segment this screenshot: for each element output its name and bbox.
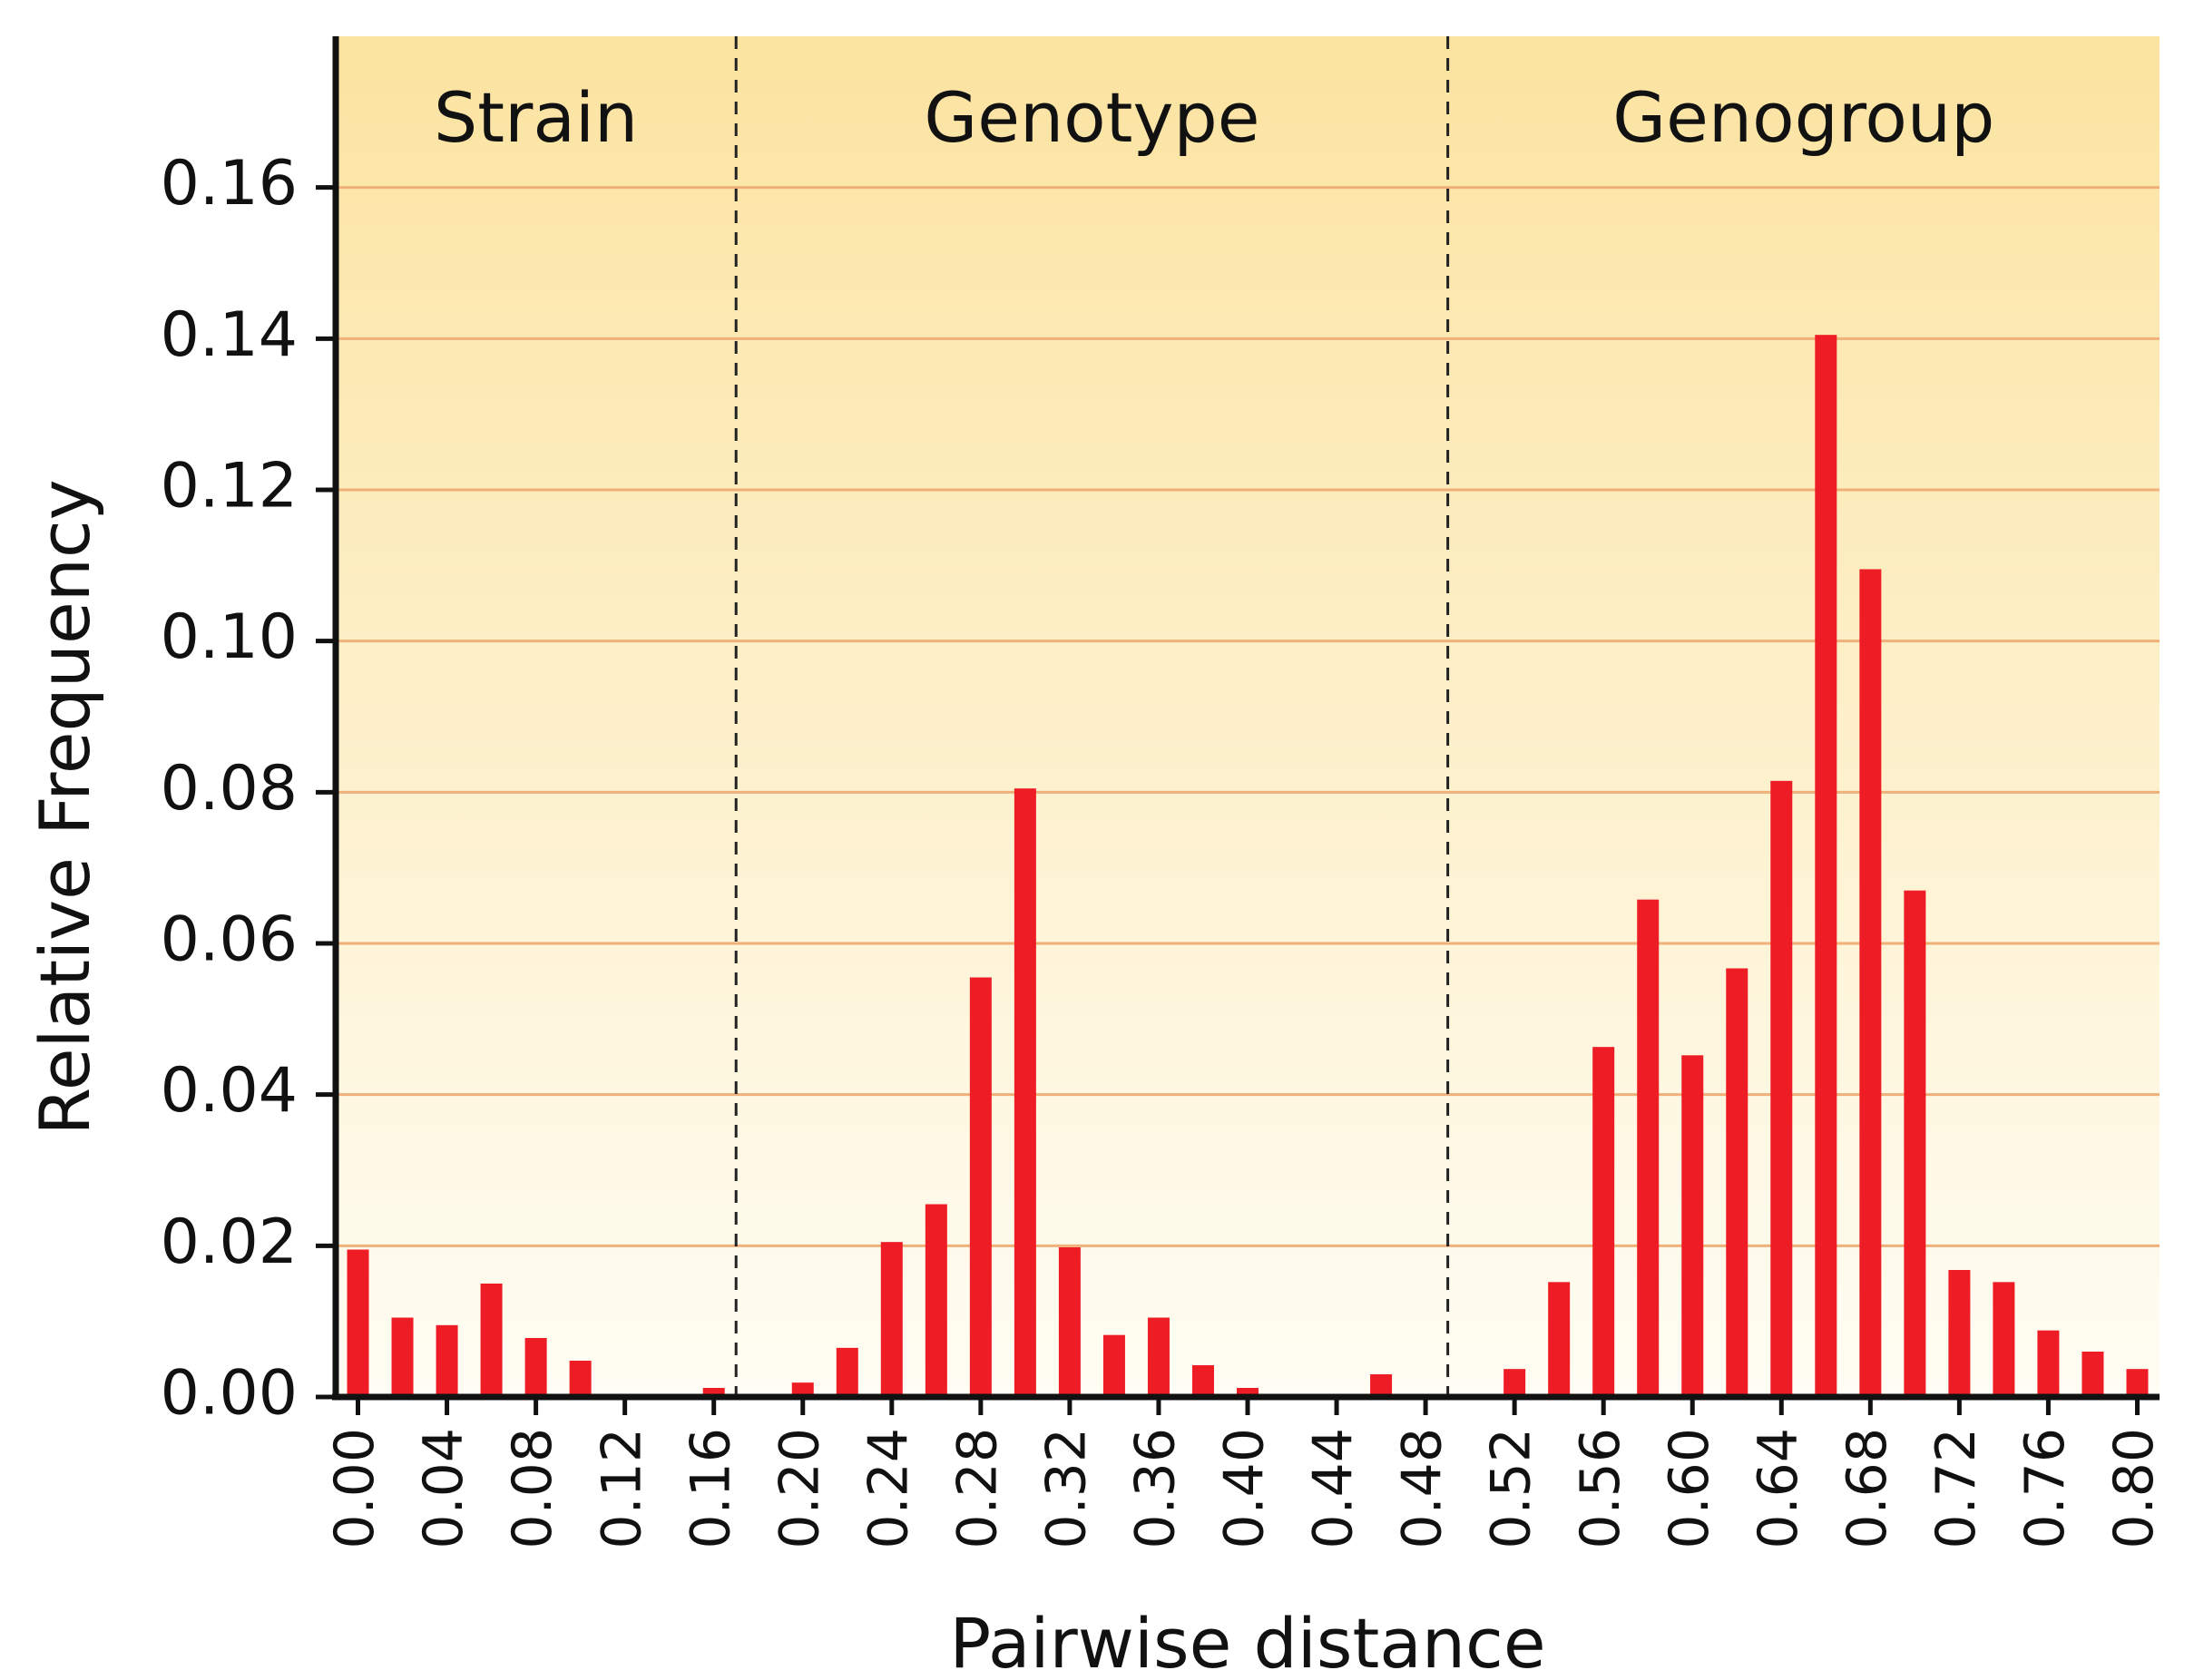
region-label: Genotype	[924, 77, 1259, 158]
x-tick-label: 0.60	[1658, 1428, 1721, 1549]
bar	[969, 977, 992, 1397]
y-axis-title: Relative Frequency	[24, 479, 105, 1135]
bar	[1904, 890, 1926, 1397]
bar	[1815, 335, 1837, 1398]
bar	[1859, 569, 1882, 1397]
bars	[347, 335, 2149, 1398]
x-tick-label: 0.68	[1836, 1428, 1899, 1549]
bar	[836, 1347, 858, 1397]
bar	[1237, 1388, 1259, 1397]
bar	[480, 1284, 503, 1397]
bar	[1191, 1365, 1214, 1397]
x-tick-label: 0.52	[1480, 1428, 1543, 1549]
x-tick-label: 0.40	[1213, 1428, 1277, 1549]
y-tick-label: 0.10	[161, 601, 298, 673]
bar	[1681, 1055, 1704, 1397]
bar	[2037, 1330, 2060, 1397]
x-tick-label: 0.20	[768, 1428, 831, 1549]
x-tick-label: 0.36	[1124, 1428, 1188, 1549]
y-tick-label: 0.08	[161, 753, 298, 825]
x-tick-label: 0.64	[1747, 1428, 1810, 1549]
x-tick-label: 0.04	[412, 1428, 475, 1549]
plot-background	[336, 36, 2160, 1397]
x-tick-label: 0.80	[2102, 1428, 2166, 1549]
x-axis-title: Pairwise distance	[949, 1603, 1545, 1680]
x-tick-label: 0.76	[2013, 1428, 2077, 1549]
bar	[1592, 1047, 1615, 1397]
x-tick-label: 0.72	[1925, 1428, 1988, 1549]
bar	[1770, 780, 1793, 1397]
y-tick-label: 0.16	[161, 148, 298, 220]
bar	[880, 1242, 903, 1397]
bar	[791, 1382, 814, 1397]
region-dividers	[734, 36, 1450, 1397]
x-axis-ticks: 0.00 0.04 0.08 0.12 0.16 0.20 0.24 0.28 0.32 0.36…	[323, 1397, 2166, 1549]
x-tick-label: 0.08	[501, 1428, 564, 1549]
bar	[1726, 968, 1748, 1397]
bar	[1147, 1317, 1170, 1397]
bar	[1993, 1282, 2015, 1397]
bar	[391, 1317, 414, 1397]
bar	[1370, 1374, 1393, 1397]
bar	[524, 1338, 547, 1397]
y-axis-ticks: 0.00 0.02 0.04 0.06 0.08 0.10 0.12 0.14 0.16	[161, 148, 336, 1430]
region-labels: Strain Genotype Genogroup	[434, 77, 1994, 158]
bar	[1102, 1334, 1125, 1397]
bar	[1014, 788, 1036, 1397]
region-label: Strain	[434, 77, 638, 158]
x-tick-label: 0.00	[323, 1428, 387, 1549]
x-tick-label: 0.28	[945, 1428, 1009, 1549]
y-tick-label: 0.04	[161, 1055, 298, 1127]
bar	[436, 1324, 458, 1397]
bar	[569, 1361, 592, 1397]
x-tick-label: 0.24	[857, 1428, 920, 1549]
y-tick-label: 0.12	[161, 451, 298, 523]
bar	[1503, 1369, 1526, 1397]
x-tick-label: 0.16	[679, 1428, 742, 1549]
bar	[1058, 1247, 1081, 1397]
bar	[1548, 1282, 1571, 1397]
x-tick-label: 0.48	[1391, 1428, 1455, 1549]
region-label: Genogroup	[1612, 77, 1994, 158]
x-tick-label: 0.56	[1569, 1428, 1632, 1549]
bar	[1948, 1270, 1971, 1397]
x-tick-label: 0.32	[1034, 1428, 1098, 1549]
bar	[2081, 1352, 2104, 1397]
y-tick-label: 0.06	[161, 904, 298, 976]
bar	[702, 1388, 725, 1397]
grid-lines	[336, 186, 2160, 1247]
y-tick-label: 0.02	[161, 1206, 298, 1278]
y-tick-label: 0.00	[161, 1358, 298, 1430]
bar	[2126, 1369, 2149, 1397]
bar	[925, 1204, 947, 1397]
bar	[347, 1249, 369, 1397]
x-tick-label: 0.12	[590, 1428, 653, 1549]
bar	[1637, 899, 1660, 1397]
x-tick-label: 0.44	[1302, 1428, 1366, 1549]
y-tick-label: 0.14	[161, 299, 298, 371]
